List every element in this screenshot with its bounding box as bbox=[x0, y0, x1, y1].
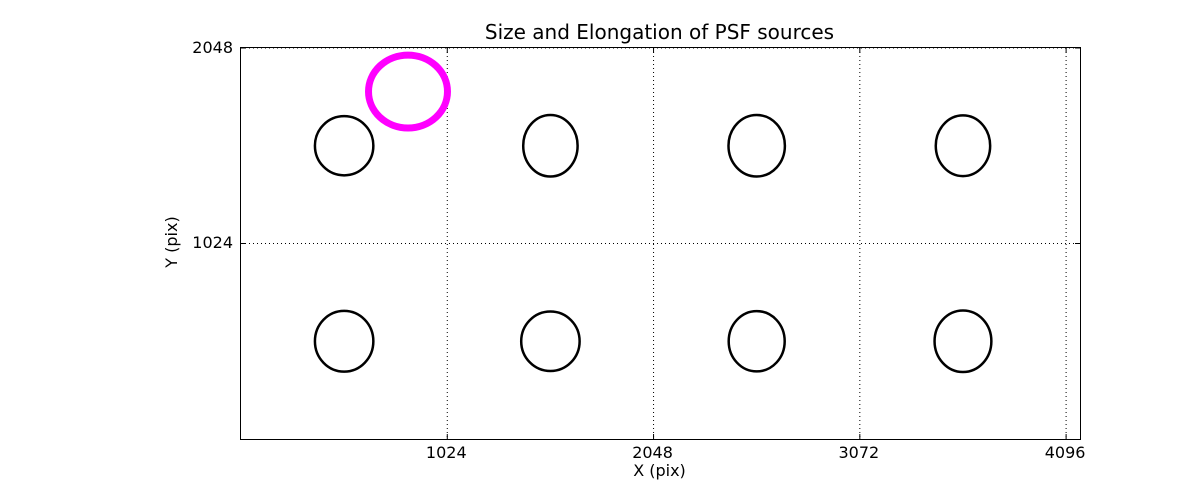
chart-title: Size and Elongation of PSF sources bbox=[484, 20, 835, 44]
psf-source-ellipse bbox=[519, 310, 581, 373]
x-tick-label: 1024 bbox=[425, 443, 467, 462]
psf-source-ellipse bbox=[313, 309, 375, 373]
plot-area bbox=[240, 47, 1081, 440]
psf-source-ellipse bbox=[727, 309, 786, 373]
y-tick-label: 1024 bbox=[192, 233, 233, 252]
reference-circle bbox=[365, 51, 451, 132]
psf-source-ellipse bbox=[521, 113, 579, 178]
psf-source-ellipse bbox=[933, 309, 993, 374]
y-tick-label: 2048 bbox=[192, 37, 233, 57]
psf-source-ellipse bbox=[727, 113, 787, 178]
x-axis-label: X (pix) bbox=[633, 461, 686, 480]
psf-source-ellipse bbox=[934, 114, 992, 178]
plot-canvas bbox=[241, 47, 1080, 439]
psf-source-ellipse bbox=[313, 114, 375, 177]
x-tick-label: 4096 bbox=[1044, 443, 1086, 462]
x-tick-label: 2048 bbox=[632, 443, 673, 462]
x-tick-label: 3072 bbox=[838, 443, 880, 462]
